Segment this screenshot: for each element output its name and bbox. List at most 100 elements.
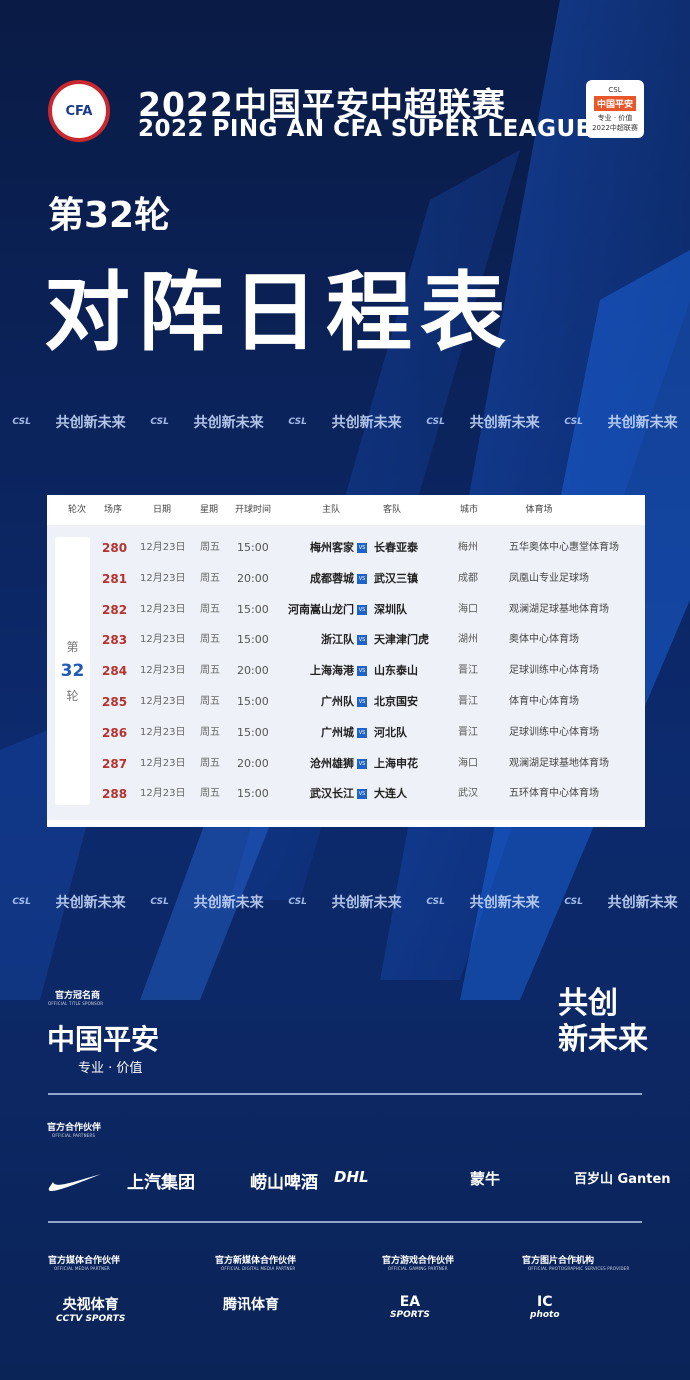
table-row: 283 12月23日 周五 15:00 浙江队 VS 天津津门虎 湖州 奥体中心… [47,627,645,653]
kickoff-time: 15:00 [237,541,269,554]
match-number: 285 [102,695,128,709]
slogan-unit: CSL 共创新未来 [414,412,552,432]
logo-main: 央视体育 [62,1297,119,1313]
vs-icon: VS [357,666,367,677]
slogan-text: 共创新未来 [469,895,540,911]
venue: 观澜湖足球基地体育场 [509,757,609,769]
slogan-text: 共创新未来 [193,895,264,911]
home-team: 成都蓉城 [310,571,354,585]
away-team: 大连人 [374,787,407,801]
csl-badge-sub: 专业 · 价值 [597,113,633,122]
slogan-text: 共创新未来 [331,895,402,911]
partner-logo: 上汽集团 [127,1173,195,1193]
venue: 观澜湖足球基地体育场 [509,603,609,615]
kickoff-time: 15:00 [237,695,269,708]
slogan-text: 共创新未来 [331,415,402,431]
match-weekday: 周五 [200,696,220,707]
match-weekday: 周五 [200,726,220,738]
match-number: 288 [102,787,128,802]
slogan-unit: CSL 共创新未来 [0,892,138,912]
table-row: 286 12月23日 周五 15:00 广州城 VS 河北队 晋江 足球训练中心… [47,720,645,746]
match-date: 12月23日 [140,572,186,584]
csl-logo-icon: CSL [12,417,31,427]
media-partner-logo: EA SPORTS [390,1294,430,1320]
away-team: 武汉三镇 [374,571,418,585]
match-date: 12月23日 [140,696,186,707]
away-team: 上海申花 [374,756,418,770]
csl-logo-icon: CSL [150,897,169,907]
partner-category-label: 官方图片合作机构 [522,1256,595,1266]
kickoff-time: 20:00 [237,756,269,770]
round-label: 第32轮 [48,195,171,236]
home-team: 浙江队 [321,633,354,647]
match-number: 283 [102,633,128,648]
column-header: 体育场 [525,505,553,515]
vs-icon: VS [357,697,367,707]
table-row: 280 12月23日 周五 15:00 梅州客家 VS 长春亚泰 梅州 五华奥体… [47,535,645,561]
away-team: 山东泰山 [374,664,418,678]
match-weekday: 周五 [200,572,220,584]
away-team: 长春亚泰 [374,541,418,554]
slogan-text: 共创新未来 [607,895,678,911]
logo-main: IC [537,1294,553,1310]
column-header: 客队 [382,505,402,515]
slogan-line2: 新未来 [558,1022,648,1057]
logo-sub: photo [530,1310,560,1320]
column-header: 日期 [152,505,172,515]
vs-icon: VS [357,727,367,738]
round-cell: 第 32 轮 [55,537,90,805]
round-pre: 第 [66,640,79,654]
match-date: 12月23日 [140,542,186,553]
slogan-logo: 共创 新未来 [558,986,648,1058]
match-weekday: 周五 [200,634,220,646]
slogan-unit: CSL 共创新未来 [552,412,690,432]
venue: 足球训练中心体育场 [509,665,599,677]
home-team: 河南嵩山龙门 [288,602,354,616]
venue: 足球训练中心体育场 [509,726,599,738]
match-weekday: 周五 [200,542,220,553]
round-number: 32 [60,661,85,681]
title-cn: 2022中国平安中超联赛 [138,85,506,124]
match-date: 12月23日 [140,726,186,738]
match-date: 12月23日 [140,634,186,646]
csl-logo-icon: CSL [564,897,583,907]
slogan-text: 共创新未来 [55,415,126,431]
slogan-text: 共创新未来 [469,415,540,431]
round-post: 轮 [66,689,79,703]
divider [48,1221,642,1223]
slogan-unit: CSL 共创新未来 [138,412,276,432]
partner-logo: 蒙牛 [470,1170,501,1188]
csl-logo-icon: CSL [426,897,445,907]
partner-logo: 百岁山 Ganten [574,1172,671,1187]
partner-category-label: 官方游戏合作伙伴 [382,1256,455,1266]
slogan-unit: CSL 共创新未来 [552,892,690,912]
venue: 五华奥体中心惠堂体育场 [509,542,619,553]
table-row: 285 12月23日 周五 15:00 广州队 VS 北京国安 晋江 体育中心体… [47,689,645,715]
logo-main: EA [399,1294,421,1310]
match-number: 287 [102,756,128,771]
kickoff-time: 15:00 [237,602,269,616]
match-number: 286 [102,725,128,740]
home-team: 广州队 [321,695,354,708]
column-header: 轮次 [67,505,87,515]
vs-icon: VS [357,635,367,646]
ping-an-tagline: 专业 · 价值 [78,1061,143,1076]
vs-icon: VS [357,573,367,584]
slogan-unit: CSL 共创新未来 [0,412,138,432]
city: 晋江 [458,726,478,738]
home-team: 上海海港 [310,664,354,678]
media-partner-logo: 央视体育 CCTV SPORTS [56,1294,125,1324]
kickoff-time: 15:00 [237,633,269,647]
main-title: 对阵日程表 [44,263,514,363]
match-weekday: 周五 [200,665,220,677]
partner-category-label-en: OFFICIAL DIGITAL MEDIA PARTNER [221,1266,296,1271]
city: 梅州 [458,542,478,553]
csl-logo-icon: CSL [288,897,307,907]
divider [48,1093,642,1095]
media-partner-logo: IC photo [530,1294,560,1320]
venue: 凤凰山专业足球场 [509,572,589,584]
partner-logo: 崂山啤酒 [250,1173,318,1193]
slogan-text: 共创新未来 [607,415,678,431]
csl-logo-icon: CSL [150,417,169,427]
home-team: 广州城 [321,725,354,739]
